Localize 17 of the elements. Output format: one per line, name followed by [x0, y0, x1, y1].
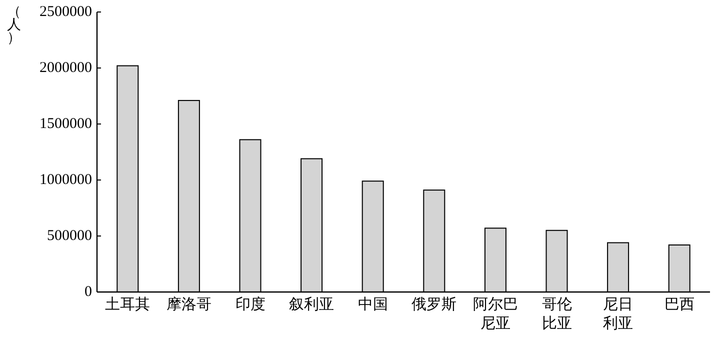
x-tick-label: 哥伦比亚 — [542, 296, 572, 332]
y-tick-label: 1000000 — [40, 172, 92, 188]
y-tick-label: 1500000 — [40, 116, 92, 132]
x-tick-label: 中国 — [358, 296, 388, 313]
y-tick-label: 2000000 — [40, 60, 92, 76]
y-tick-label: 0 — [84, 284, 92, 300]
x-tick-label: 阿尔巴尼亚 — [472, 296, 518, 332]
y-tick-label: 500000 — [47, 228, 92, 244]
y-tick-label: 2500000 — [40, 4, 92, 20]
x-tick-label: 巴西 — [664, 297, 694, 313]
x-tick-label: 印度 — [235, 296, 266, 313]
x-tick-label: 俄罗斯 — [412, 296, 457, 313]
x-tick-label: 土耳其 — [105, 296, 150, 313]
x-tick-label: 摩洛哥 — [166, 296, 212, 313]
x-tick-label: 叙利亚 — [289, 296, 334, 313]
x-tick-label: 尼日利亚 — [603, 297, 634, 332]
y-axis-title: （人） — [7, 5, 21, 46]
